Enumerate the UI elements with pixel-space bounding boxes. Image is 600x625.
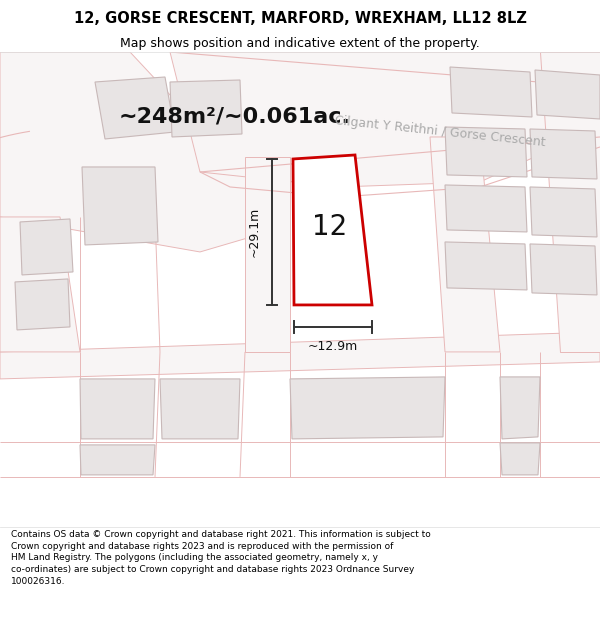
- Text: Contains OS data © Crown copyright and database right 2021. This information is : Contains OS data © Crown copyright and d…: [11, 530, 431, 586]
- Polygon shape: [530, 187, 597, 237]
- Polygon shape: [160, 379, 240, 439]
- Polygon shape: [95, 77, 175, 139]
- Text: ~29.1m: ~29.1m: [248, 207, 260, 257]
- Polygon shape: [245, 157, 290, 352]
- Polygon shape: [0, 217, 80, 352]
- Text: 12: 12: [313, 213, 347, 241]
- Text: ~248m²/~0.061ac.: ~248m²/~0.061ac.: [119, 107, 351, 127]
- Polygon shape: [445, 242, 527, 290]
- Polygon shape: [445, 185, 527, 232]
- Polygon shape: [540, 52, 600, 352]
- Text: Map shows position and indicative extent of the property.: Map shows position and indicative extent…: [120, 38, 480, 51]
- Polygon shape: [80, 379, 155, 439]
- Polygon shape: [20, 219, 73, 275]
- Polygon shape: [450, 67, 532, 117]
- Polygon shape: [535, 70, 600, 119]
- Polygon shape: [530, 129, 597, 179]
- Polygon shape: [82, 167, 158, 245]
- Text: 12, GORSE CRESCENT, MARFORD, WREXHAM, LL12 8LZ: 12, GORSE CRESCENT, MARFORD, WREXHAM, LL…: [74, 11, 526, 26]
- Text: Cilgant Y Reithni / Gorse Crescent: Cilgant Y Reithni / Gorse Crescent: [334, 114, 546, 149]
- Polygon shape: [170, 80, 242, 137]
- Polygon shape: [290, 377, 445, 439]
- Polygon shape: [445, 127, 527, 177]
- Polygon shape: [80, 445, 155, 475]
- Polygon shape: [0, 52, 285, 252]
- Polygon shape: [430, 137, 500, 352]
- Polygon shape: [293, 155, 372, 305]
- Polygon shape: [15, 279, 70, 330]
- Polygon shape: [500, 443, 540, 475]
- Polygon shape: [0, 332, 600, 379]
- Polygon shape: [530, 244, 597, 295]
- Polygon shape: [170, 52, 600, 187]
- Text: ~12.9m: ~12.9m: [308, 341, 358, 353]
- Polygon shape: [500, 377, 540, 439]
